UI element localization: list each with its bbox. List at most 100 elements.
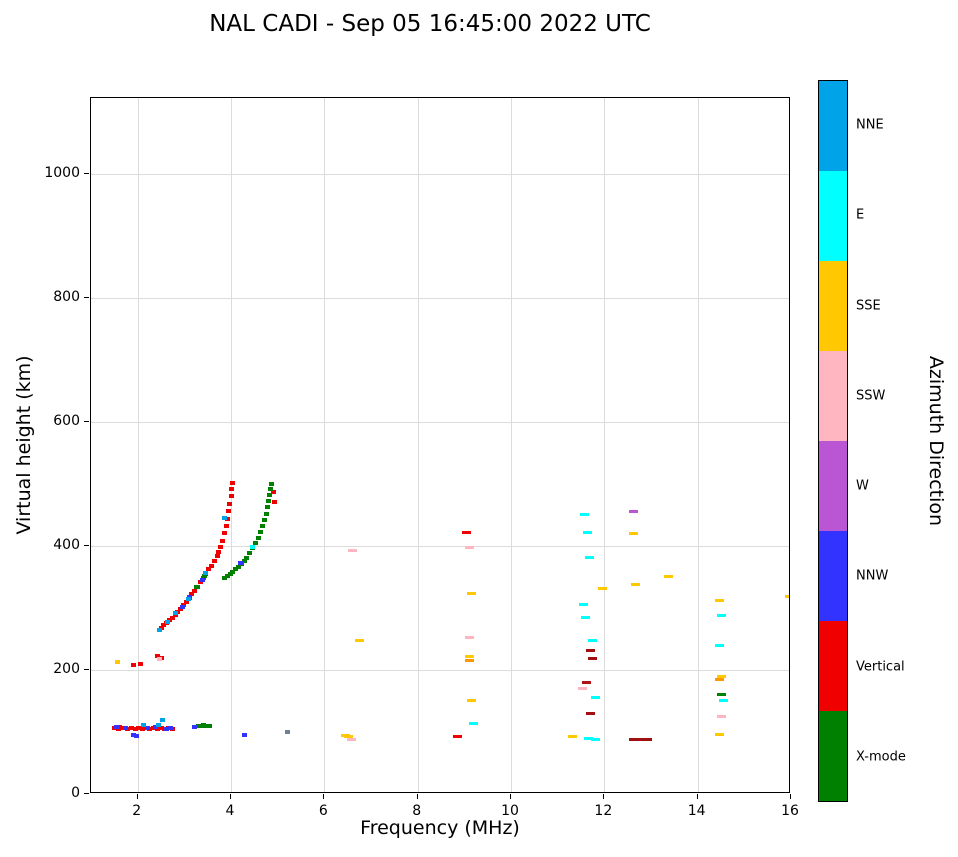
data-point-x-mode: [195, 723, 201, 728]
data-point-vertical: [227, 501, 233, 506]
data-point-vertical: [208, 563, 214, 568]
data-point-nne: [140, 722, 146, 727]
data-point-nnw: [179, 604, 185, 609]
data-point-vertical: [230, 480, 236, 485]
data-point-x-mode: [202, 573, 208, 578]
data-point-vertical: [139, 727, 145, 732]
data-point-e: [714, 643, 724, 647]
data-point-vertical: [117, 725, 123, 729]
y-tick-label: 400: [53, 536, 80, 553]
y-gridline: [91, 173, 789, 175]
y-tick-label: 600: [53, 412, 80, 429]
x-tick-label: 16: [781, 803, 799, 819]
data-point-nnw: [167, 726, 173, 731]
data-point-ssw: [464, 635, 474, 639]
data-point-vertical: [218, 545, 224, 550]
data-point-x-mode: [257, 530, 263, 535]
data-point-vertical: [226, 509, 232, 514]
data-point-e: [249, 545, 255, 550]
y-tick-mark: [84, 793, 89, 794]
data-point-nnw: [237, 561, 243, 566]
data-point-vertical: [197, 580, 203, 585]
data-point-nnw: [134, 733, 140, 738]
data-point-x-mode: [221, 576, 227, 581]
data-point-nnw: [113, 725, 119, 729]
x-tick-label: 12: [594, 803, 613, 819]
data-point-vertical: [228, 494, 234, 499]
data-point-vertical: [229, 486, 235, 491]
plot-area: [90, 97, 790, 793]
data-point-x-mode: [260, 524, 266, 529]
data-point-ssw: [156, 656, 162, 661]
data-point-x-mode: [201, 722, 207, 727]
data-point-nne: [203, 570, 209, 575]
y-tick-label: 200: [53, 660, 80, 677]
data-point-vertical: [642, 737, 652, 741]
data-point-vertical: [211, 559, 217, 564]
data-point-e: [583, 736, 593, 740]
y-gridline: [91, 669, 789, 671]
data-point-vertical: [582, 681, 592, 685]
data-point-vertical: [221, 531, 227, 536]
data-point-sse: [714, 732, 724, 736]
y-tick-mark: [84, 420, 89, 422]
x-gridline: [697, 98, 699, 792]
data-point-x-mode: [227, 571, 233, 576]
data-point-nne: [221, 515, 227, 520]
data-point-vertical: [131, 662, 137, 667]
data-point-e: [716, 613, 726, 617]
data-point-x-mode: [224, 573, 230, 578]
data-point-vertical: [161, 623, 167, 628]
data-point-vertical: [183, 599, 189, 604]
data-point-nne: [185, 596, 191, 601]
data-point-nne: [160, 718, 166, 723]
data-point-nnw: [152, 725, 158, 729]
data-point-x-mode: [207, 723, 213, 728]
data-point-x-mode: [233, 567, 239, 572]
y-tick-mark: [84, 296, 89, 298]
data-point-nnw: [130, 733, 136, 738]
data-point-vertical: [128, 725, 134, 730]
data-point-sse: [568, 734, 578, 738]
colorbar-label-ssw: SSW: [856, 388, 886, 404]
data-point-x-mode: [263, 511, 269, 516]
data-point-vertical: [452, 735, 462, 739]
data-point-x-mode: [262, 517, 268, 522]
data-point-nne: [173, 611, 179, 616]
data-point-x-mode: [230, 569, 236, 574]
colorbar-title: Azimuth Direction: [925, 355, 947, 527]
data-point-vertical: [628, 737, 638, 741]
data-point-x-mode: [193, 585, 199, 590]
data-point-vertical: [272, 500, 278, 505]
data-point-ssw: [465, 546, 475, 550]
data-point-sse: [466, 699, 476, 703]
data-point-vertical: [159, 655, 165, 660]
data-point-ssw: [347, 549, 357, 553]
x-gridline: [324, 98, 326, 792]
data-point-sse: [716, 674, 726, 678]
data-point-vertical: [224, 516, 230, 521]
data-point-x-mode: [247, 551, 253, 556]
data-point-ssw: [716, 714, 726, 718]
colorbar-segment-nnw: [819, 531, 847, 621]
data-point-e: [579, 602, 589, 606]
data-point-vertical: [223, 524, 229, 529]
x-gridline: [604, 98, 606, 792]
data-point-sse: [628, 531, 638, 535]
data-point-nne: [157, 627, 163, 632]
colorbar-segment-vertical: [819, 621, 847, 711]
chart-title: NAL CADI - Sep 05 16:45:00 2022 UTC: [209, 11, 651, 37]
data-point-nnw: [192, 725, 198, 729]
data-point-sse: [630, 583, 640, 587]
data-point-x-mode: [244, 555, 250, 560]
y-gridline: [91, 421, 789, 423]
colorbar-label-x-mode: X-mode: [856, 749, 906, 765]
x-axis-label: Frequency (MHz): [360, 817, 520, 839]
data-point-vertical: [585, 711, 595, 715]
data-point-x-mode: [268, 481, 274, 486]
colorbar-label-sse: SSE: [856, 298, 881, 314]
y-tick-mark: [84, 668, 89, 670]
x-tick-mark: [136, 794, 138, 799]
data-point-e: [580, 513, 590, 517]
